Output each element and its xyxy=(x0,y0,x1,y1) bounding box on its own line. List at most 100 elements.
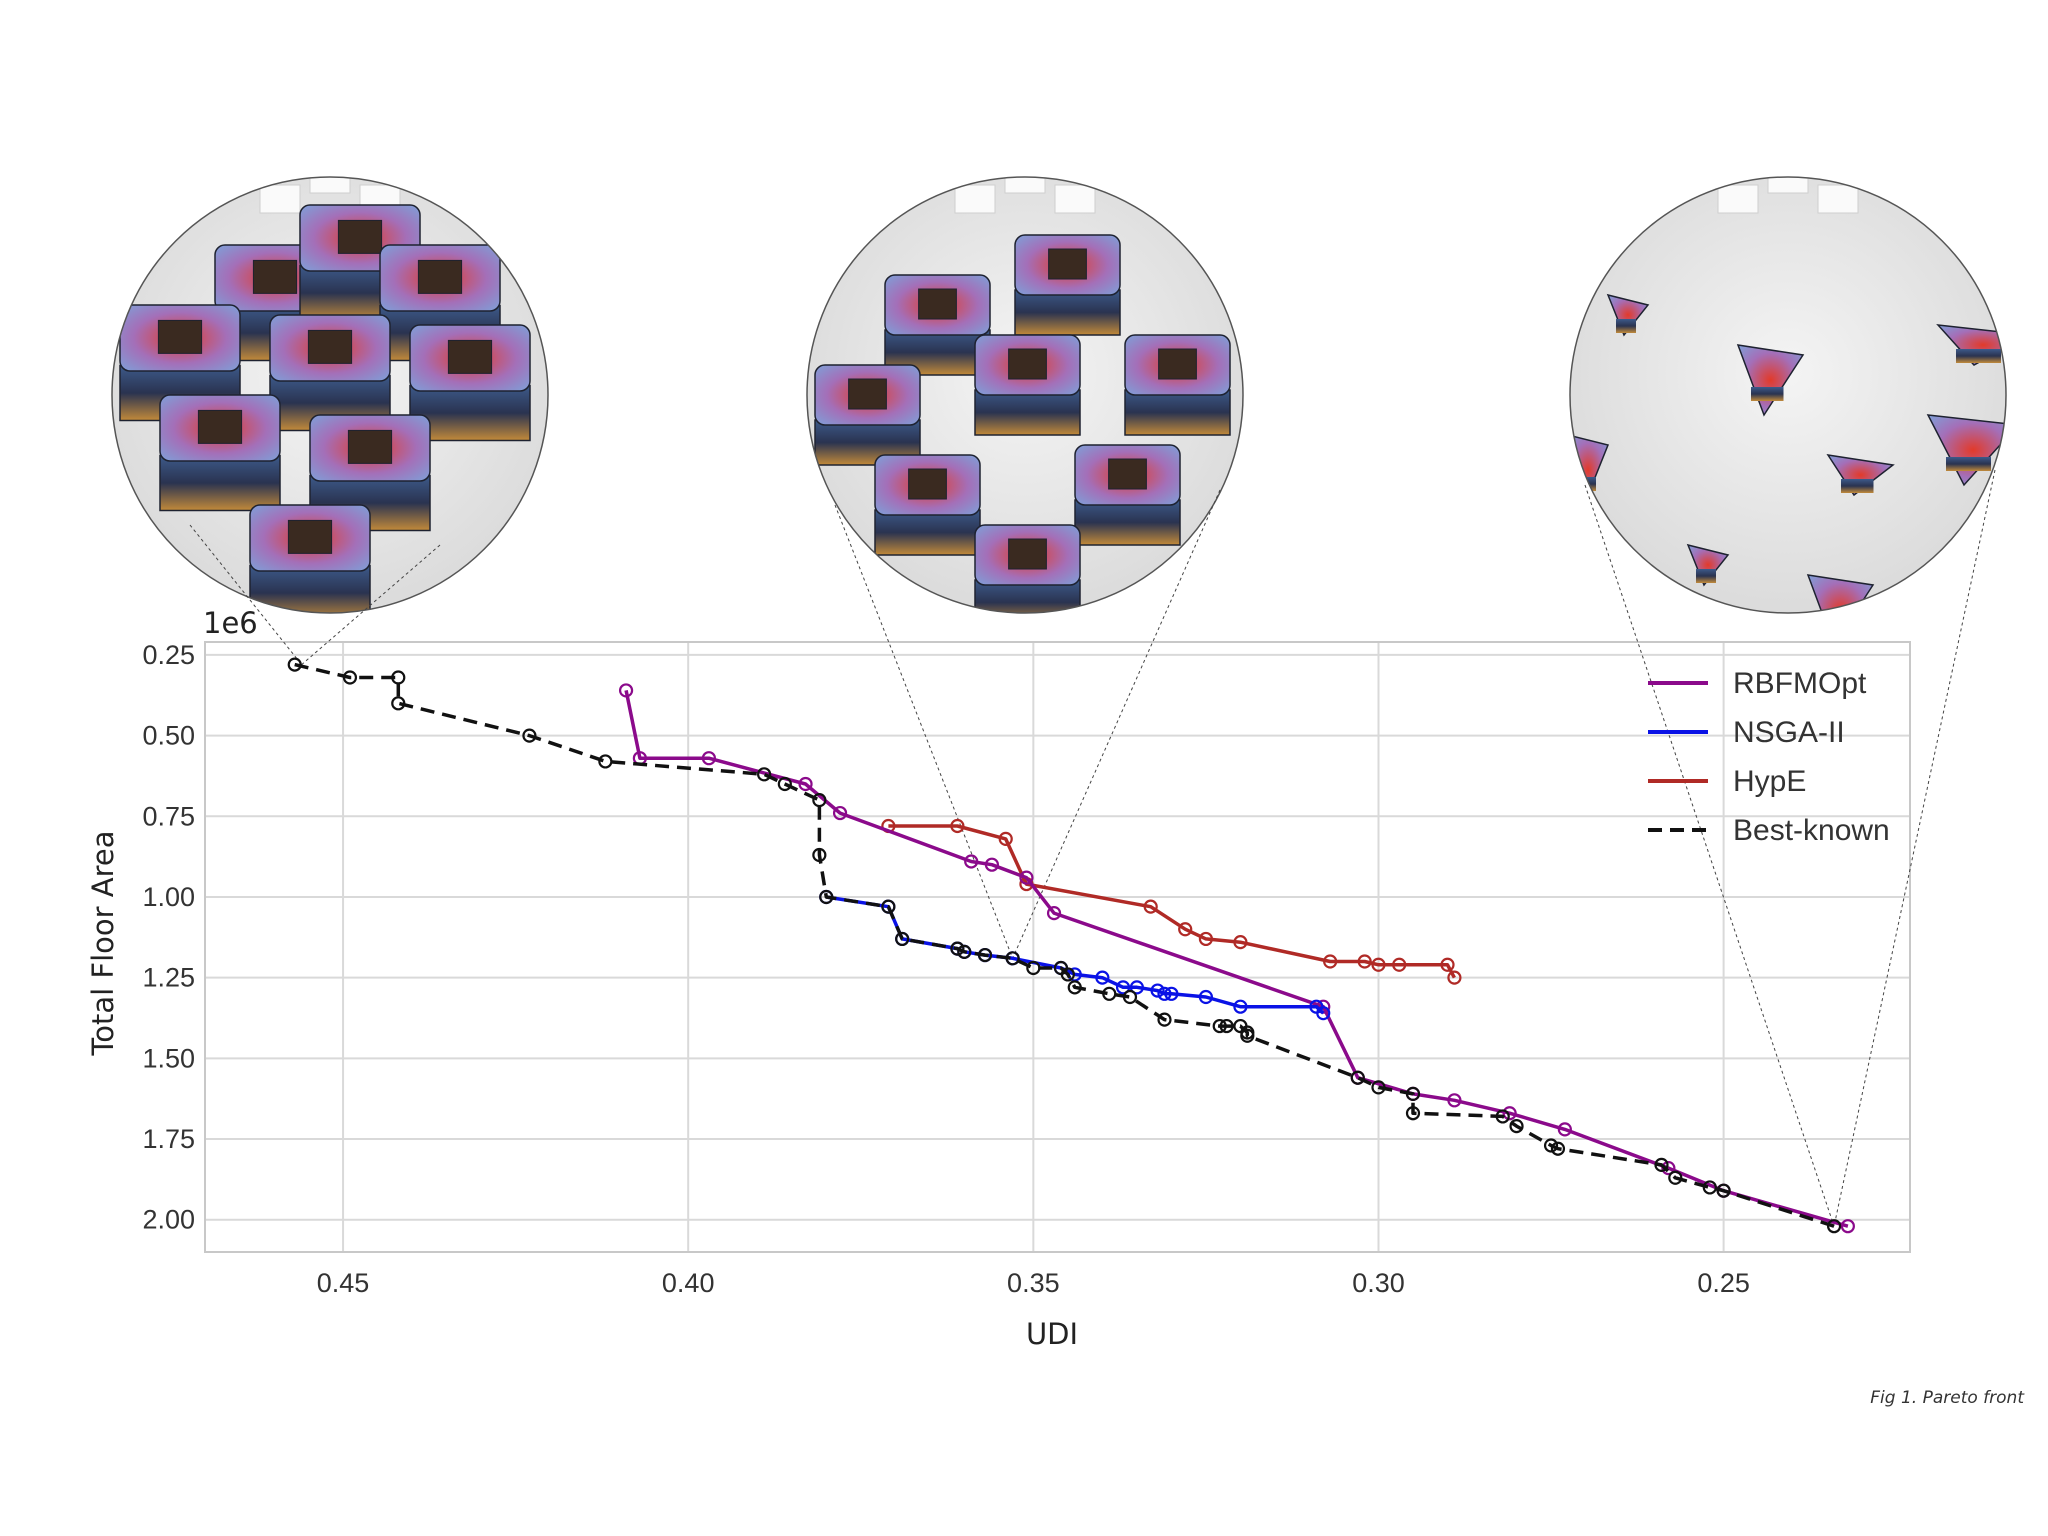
data-point xyxy=(1115,980,1131,995)
data-point xyxy=(1233,999,1248,1014)
courtyard xyxy=(848,378,887,410)
data-point xyxy=(1371,1080,1386,1095)
legend-item: HypE xyxy=(1648,765,1806,798)
y-tick-label: 0.25 xyxy=(142,640,195,670)
context-block xyxy=(1717,184,1759,214)
data-point xyxy=(1129,980,1144,995)
series-hype xyxy=(881,818,1462,985)
series-best-known xyxy=(287,657,1842,1234)
legend-label: NSGA-II xyxy=(1733,716,1845,749)
legend-item: NSGA-II xyxy=(1648,716,1845,749)
data-point xyxy=(1716,1183,1731,1198)
courtyard xyxy=(417,259,463,294)
chart-grid xyxy=(205,642,1910,1252)
data-point xyxy=(812,847,827,863)
data-point xyxy=(1392,957,1407,972)
data-point xyxy=(391,670,406,685)
inset-connector-line xyxy=(1833,469,1996,1227)
data-point xyxy=(984,857,1000,872)
x-tick-label: 0.25 xyxy=(1697,1268,1750,1298)
courtyard xyxy=(1108,458,1147,490)
data-point xyxy=(1323,954,1338,969)
data-point xyxy=(957,944,972,959)
data-point xyxy=(1102,986,1117,1001)
data-point xyxy=(598,754,613,769)
data-point xyxy=(1826,1219,1842,1234)
courtyard xyxy=(197,409,243,444)
data-point xyxy=(1122,989,1138,1005)
building-side xyxy=(1821,617,1854,631)
inset-connectors xyxy=(189,469,1996,1227)
inset-connector-line xyxy=(1012,489,1221,959)
context-block xyxy=(1667,177,1709,194)
data-point xyxy=(950,818,965,834)
x-axis-ticks: 0.45 0.40 0.35 0.30 0.25 xyxy=(317,1268,1750,1298)
building-side xyxy=(974,579,1081,613)
data-point xyxy=(1316,1006,1331,1021)
data-point xyxy=(1178,922,1193,937)
data-point xyxy=(1026,960,1041,976)
building-side xyxy=(1946,457,1991,471)
y-tick-label: 1.75 xyxy=(142,1124,195,1154)
data-point xyxy=(701,751,717,766)
building-side xyxy=(1074,499,1181,546)
data-point xyxy=(1150,983,1165,998)
data-point xyxy=(950,941,965,956)
data-point xyxy=(798,776,813,792)
data-point xyxy=(1405,1086,1421,1101)
data-point xyxy=(1060,967,1075,982)
plot-frame xyxy=(204,641,1911,1253)
data-point xyxy=(1543,1138,1559,1153)
x-tick-label: 0.30 xyxy=(1352,1268,1405,1298)
x-tick-label: 0.40 xyxy=(662,1268,715,1298)
data-point xyxy=(1350,1070,1365,1085)
data-point xyxy=(1840,1219,1855,1234)
inset-buildings xyxy=(814,177,1231,613)
courtyard xyxy=(1008,538,1047,570)
courtyard xyxy=(307,329,353,364)
data-point xyxy=(1440,957,1455,972)
y-tick-label: 0.75 xyxy=(142,801,195,831)
figure-caption: Fig 1. Pareto front xyxy=(1870,1388,2024,1408)
legend-label: HypE xyxy=(1733,765,1806,798)
data-point xyxy=(1240,1028,1255,1043)
context-block xyxy=(309,177,351,194)
building-side xyxy=(1956,349,2001,363)
data-point xyxy=(1046,906,1062,921)
courtyard xyxy=(347,429,393,464)
data-point xyxy=(1233,935,1248,950)
data-point xyxy=(1405,1106,1421,1121)
chart-legend: RBFMOpt NSGA-II HypE Best-known xyxy=(1648,667,1890,847)
context-block xyxy=(259,184,301,214)
inset-background xyxy=(1570,177,2006,613)
courtyard xyxy=(1048,248,1087,280)
data-point xyxy=(1019,870,1034,885)
y-tick-label: 2.00 xyxy=(142,1205,195,1235)
y-tick-label: 1.50 xyxy=(142,1043,195,1073)
data-point xyxy=(1509,1119,1524,1134)
data-point xyxy=(964,854,979,869)
data-point xyxy=(1447,1093,1462,1108)
building-side xyxy=(159,454,281,512)
data-point xyxy=(1157,1012,1172,1027)
x-tick-label: 0.35 xyxy=(1007,1268,1060,1298)
data-point xyxy=(391,696,406,711)
data-point xyxy=(998,831,1013,846)
inset-connector-line xyxy=(1584,484,1835,1227)
data-point xyxy=(1219,1018,1234,1034)
context-block xyxy=(954,184,996,214)
context-block xyxy=(1767,177,1809,194)
inset-border xyxy=(806,176,1244,614)
building-side xyxy=(1576,477,1596,491)
data-point xyxy=(342,670,358,685)
context-block xyxy=(904,177,946,194)
data-point xyxy=(1357,954,1372,969)
y-tick-label: 1.25 xyxy=(142,963,195,993)
data-point xyxy=(1198,931,1214,947)
data-point xyxy=(895,931,910,947)
data-point xyxy=(1557,1122,1572,1137)
data-point xyxy=(1143,899,1158,914)
context-block xyxy=(1817,184,1859,214)
data-point xyxy=(977,947,993,963)
inset-connector-line xyxy=(301,544,441,665)
